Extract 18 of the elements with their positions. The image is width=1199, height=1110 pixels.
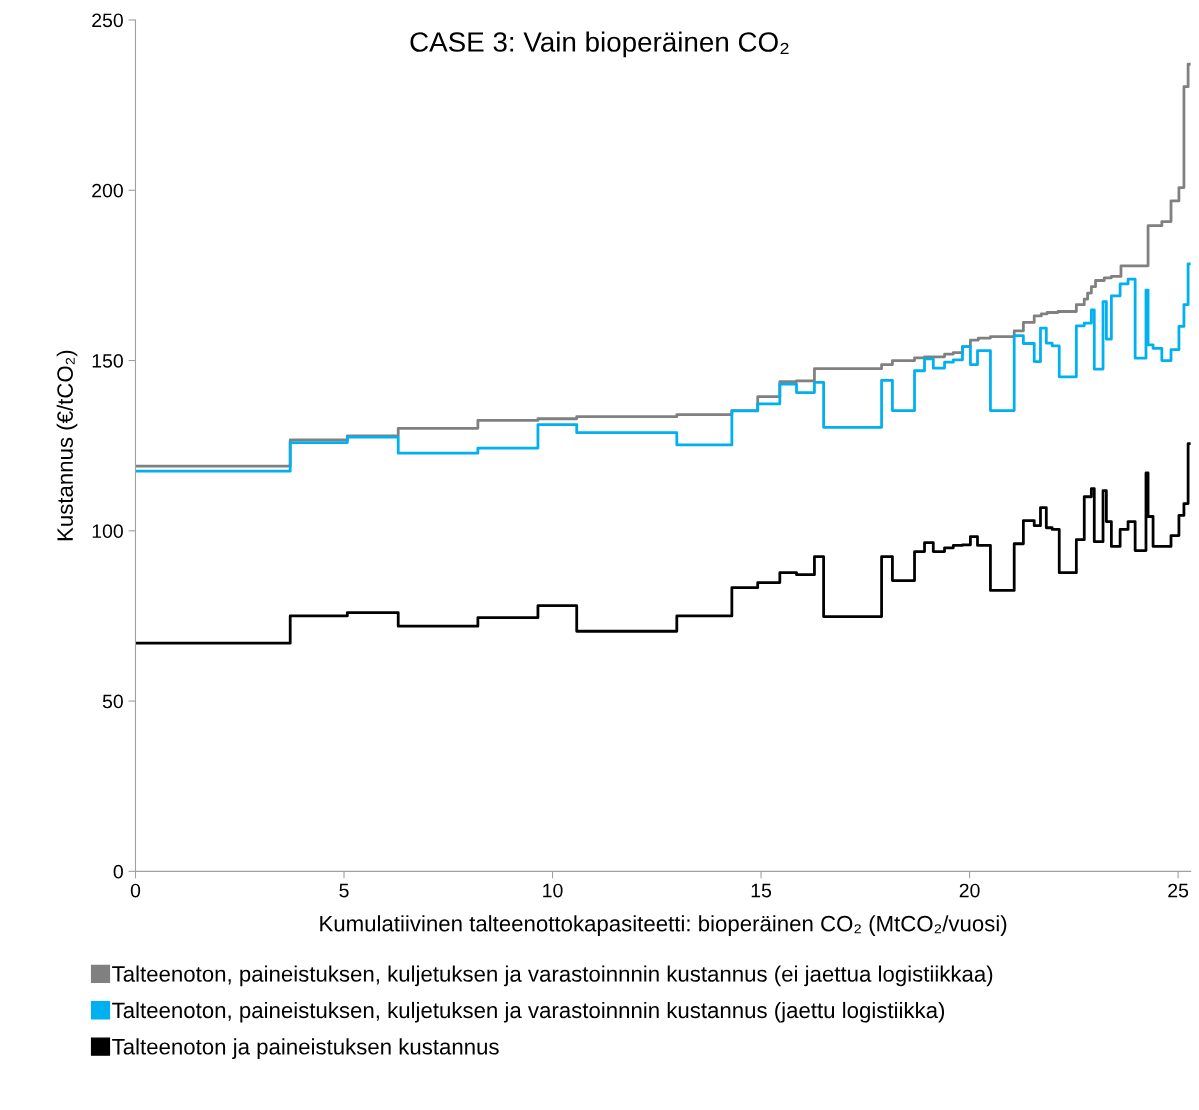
- legend-label: Talteenoton, paineistuksen, kuljetuksen ja varastoinnnin kustannus (jaettu logistiikka): [112, 1001, 945, 1023]
- x-tick-label: 10: [543, 883, 563, 898]
- y-tick-label: 50: [102, 694, 123, 709]
- y-tick-label: 200: [92, 183, 123, 198]
- legend-label: Talteenoton ja paineistuksen kustannus: [112, 1038, 499, 1059]
- y-tick-label: 250: [92, 13, 123, 28]
- x-axis-title: Kumulatiivinen talteenottokapasiteetti: bioperäinen CO₂ (MtCO₂/vuosi): [320, 915, 1007, 936]
- x-tick-label: 25: [1168, 883, 1189, 898]
- chart-title: CASE 3: Vain bioperäinen CO₂: [410, 31, 789, 58]
- x-tick-label: 20: [959, 883, 980, 898]
- y-tick-label: 150: [92, 354, 123, 368]
- legend-label: Talteenoton, paineistuksen, kuljetuksen ja varastoinnnin kustannus (ei jaettua logistiikkaa): [112, 965, 993, 987]
- y-tick-label: 0: [113, 864, 123, 879]
- y-axis-title: Kustannus (€/tCO₂): [56, 350, 78, 541]
- x-tick-label: 5: [339, 883, 349, 898]
- x-tick-label: 0: [130, 883, 141, 898]
- y-tick-label: 100: [92, 524, 123, 539]
- x-tick-label: 15: [751, 883, 772, 898]
